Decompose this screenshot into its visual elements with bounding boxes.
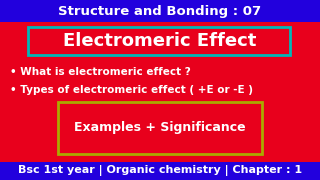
Bar [0, 0, 320, 22]
Bar [0, 162, 320, 180]
Text: Structure and Bonding : 07: Structure and Bonding : 07 [59, 4, 261, 17]
Text: Bsc 1st year | Organic chemistry | Chapter : 1: Bsc 1st year | Organic chemistry | Chapt… [18, 165, 302, 177]
Text: Electromeric Effect: Electromeric Effect [63, 32, 257, 50]
Text: • What is electromeric effect ?: • What is electromeric effect ? [10, 67, 191, 77]
Text: Examples + Significance: Examples + Significance [74, 122, 246, 134]
Text: • Types of electromeric effect ( +E or -E ): • Types of electromeric effect ( +E or -… [10, 85, 253, 95]
FancyBboxPatch shape [28, 27, 290, 55]
FancyBboxPatch shape [58, 102, 262, 154]
